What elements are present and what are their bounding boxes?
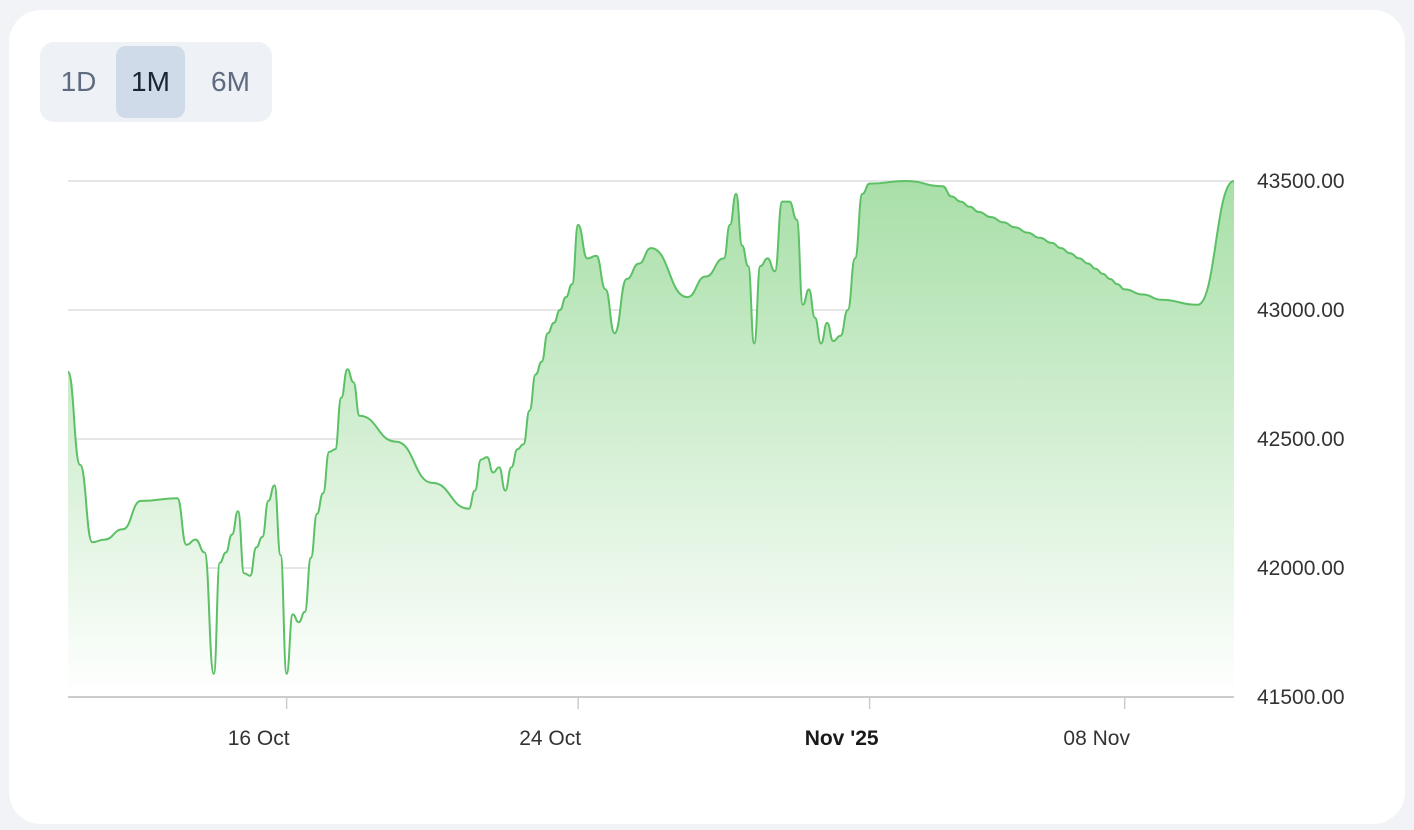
x-tick-label: Nov '25 (805, 727, 879, 750)
y-tick-label: 43500.00 (1257, 170, 1345, 193)
x-tick-label: 16 Oct (228, 727, 290, 750)
range-selector: 1D 1M 6M (40, 42, 272, 122)
series-area-fill (68, 181, 1234, 697)
y-tick-label: 41500.00 (1257, 686, 1345, 709)
series-line (67, 180, 1235, 675)
x-axis-ticks: 16 Oct 24 Oct Nov '25 08 Nov (228, 697, 1130, 750)
x-tick-label: 08 Nov (1063, 727, 1130, 750)
y-axis-ticks: 41500.00 42000.00 42500.00 43000.00 43500.00 (1257, 170, 1345, 709)
range-tab-1d[interactable]: 1D (44, 46, 113, 118)
y-tick-label: 43000.00 (1257, 299, 1345, 322)
x-tick-label: 24 Oct (519, 727, 581, 750)
range-tab-1m[interactable]: 1M (116, 46, 185, 118)
range-tab-6m[interactable]: 6M (196, 46, 265, 118)
y-tick-label: 42500.00 (1257, 428, 1345, 451)
y-tick-label: 42000.00 (1257, 557, 1345, 580)
